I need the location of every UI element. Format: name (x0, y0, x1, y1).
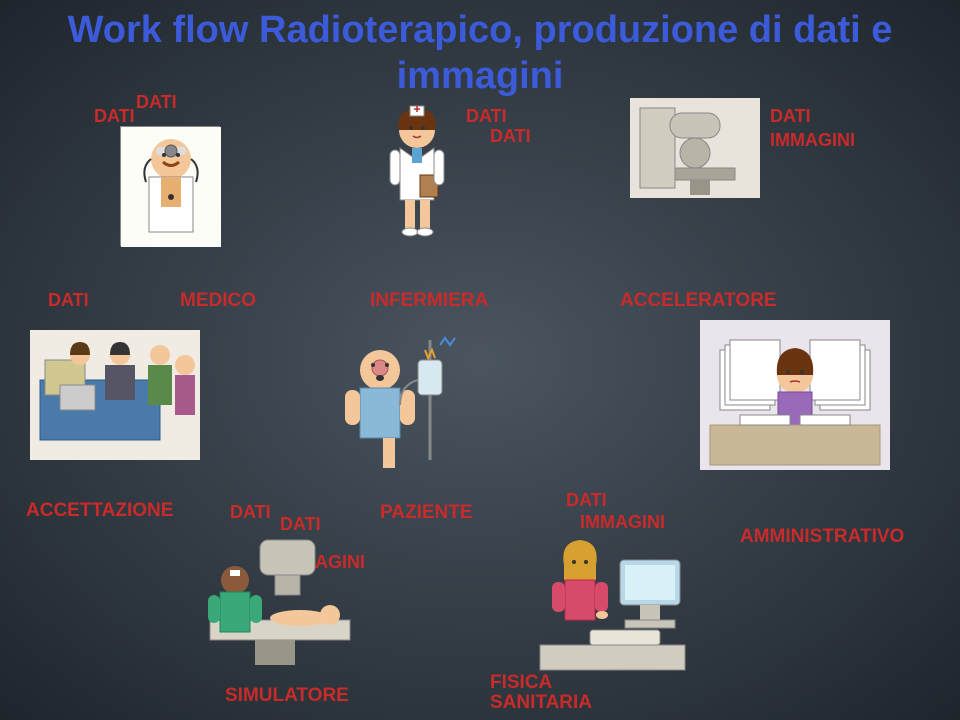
illus-amministrativo (700, 320, 890, 470)
label-fisica: FISICA (490, 672, 552, 694)
label-acceleratore: ACCELERATORE (620, 290, 777, 312)
label-paziente: PAZIENTE (380, 502, 473, 524)
illus-accettazione (30, 330, 200, 460)
title-line2: immagini (397, 55, 564, 97)
slide-title: Work flow Radioterapico, produzione di d… (20, 8, 940, 99)
label-dati-4: DATI (490, 126, 531, 147)
illus-acceleratore (630, 98, 760, 198)
label-simulatore: SIMULATORE (225, 685, 349, 707)
label-accettazione: ACCETTAZIONE (26, 500, 173, 522)
label-sanitaria: SANITARIA (490, 692, 592, 714)
illus-simulatore (190, 530, 360, 670)
title-line1: Work flow Radioterapico, produzione di d… (68, 9, 893, 51)
illus-medico (120, 126, 220, 246)
label-dati-5: DATI (770, 106, 811, 127)
label-dati-6: DATI (48, 290, 89, 311)
illus-fisica (530, 530, 690, 675)
label-immagini-1: IMMAGINI (770, 130, 855, 151)
illus-paziente (310, 330, 470, 470)
label-infermiera: INFERMIERA (370, 290, 488, 312)
label-dati-7: DATI (230, 502, 271, 523)
label-dati-2: DATI (136, 92, 177, 113)
illus-infermiera (370, 100, 465, 240)
label-amministrativo: AMMINISTRATIVO (740, 526, 904, 548)
label-dati-9: DATI (566, 490, 607, 511)
label-dati-3: DATI (466, 106, 507, 127)
label-dati-1: DATI (94, 106, 135, 127)
label-medico: MEDICO (180, 290, 256, 312)
